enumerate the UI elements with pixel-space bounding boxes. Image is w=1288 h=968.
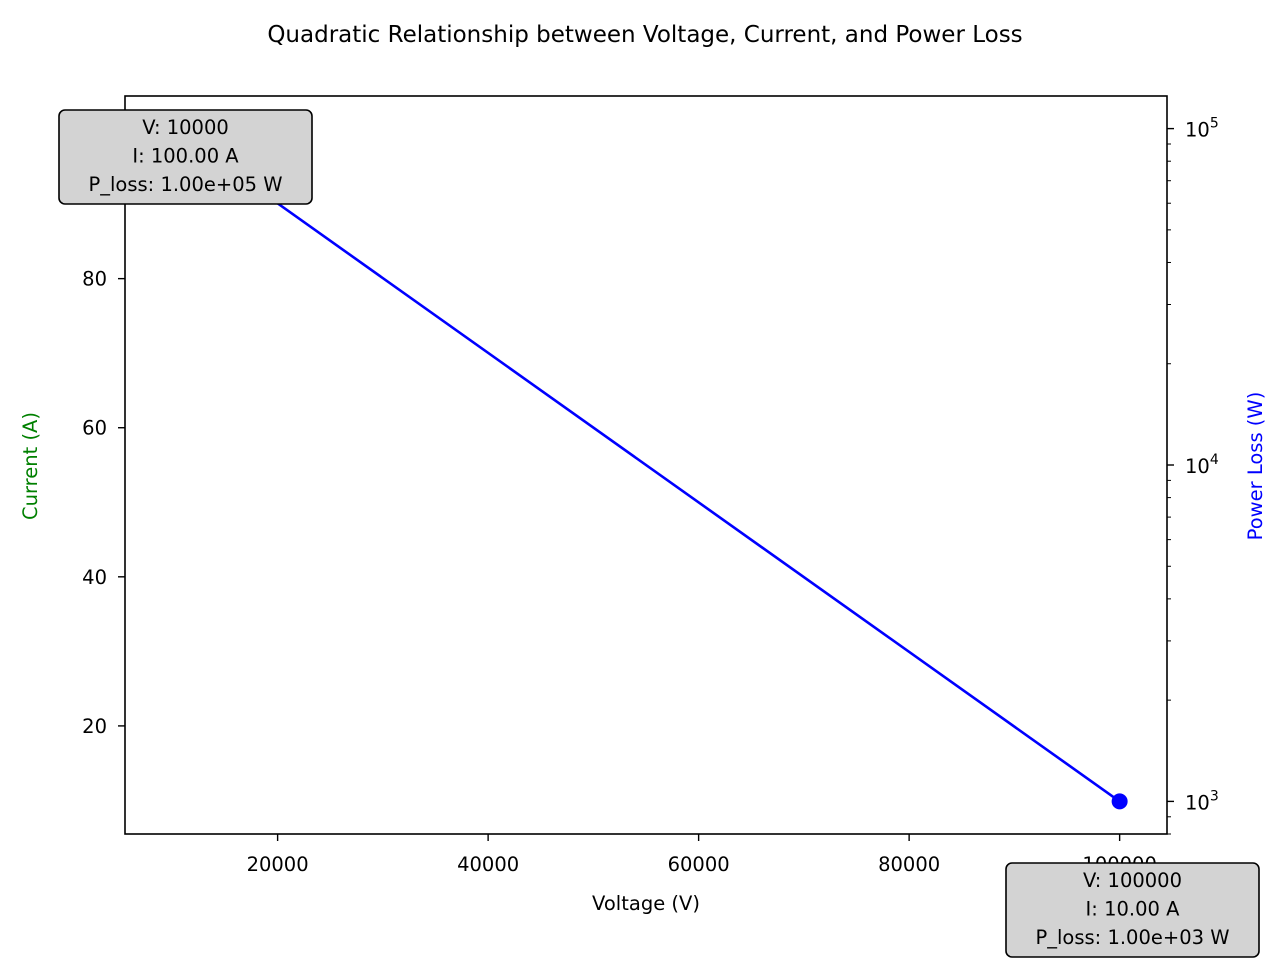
annotation-text: V: 10000 [142, 116, 229, 139]
y-right-tick-label: 104 [1185, 452, 1219, 478]
y-left-tick-label: 20 [82, 715, 107, 738]
y-right-tick-label: 103 [1185, 788, 1219, 814]
y-right-tick-exponent: 4 [1210, 452, 1219, 468]
annotations: V: 10000 I: 100.00 A P_loss: 1.00e+05 W V: … [58, 109, 1260, 958]
y-left-axis-label: Current (A) [19, 412, 42, 520]
annotation-text: V: 100000 [1083, 869, 1182, 892]
annotation-text: P_loss: 1.00e+05 W [89, 173, 283, 196]
annotation-box [1005, 862, 1260, 958]
y-right-tick-base: 10 [1185, 791, 1210, 814]
x-tick-label: 80000 [878, 853, 940, 876]
y-right-tick-exponent: 5 [1210, 116, 1219, 132]
y-right-tick-exponent: 3 [1210, 788, 1219, 804]
x-tick-label: 40000 [457, 853, 519, 876]
y-left-tick-label: 60 [82, 417, 107, 440]
annotation-text: I: 100.00 A [132, 145, 239, 168]
y-right-tick-base: 10 [1185, 119, 1210, 142]
x-tick-label: 20000 [247, 853, 309, 876]
y-right-tick-label: 105 [1185, 116, 1219, 142]
y-left-tick-label: 80 [82, 268, 107, 291]
annotation-text: I: 10.00 A [1086, 898, 1181, 921]
chart-title: Quadratic Relationship between Voltage, … [267, 22, 1022, 48]
y-right-tick-base: 10 [1185, 455, 1210, 478]
y-left-axis-ticks: 20 40 60 80 [82, 268, 125, 738]
y-right-axis-label: Power Loss (W) [1244, 392, 1267, 541]
x-axis-label: Voltage (V) [592, 892, 700, 915]
x-tick-label: 60000 [668, 853, 730, 876]
data-point [1111, 793, 1128, 810]
annotation-text: P_loss: 1.00e+03 W [1036, 926, 1230, 949]
annotation-box [58, 109, 313, 205]
y-left-tick-label: 40 [82, 566, 107, 589]
series-line [171, 127, 1121, 803]
